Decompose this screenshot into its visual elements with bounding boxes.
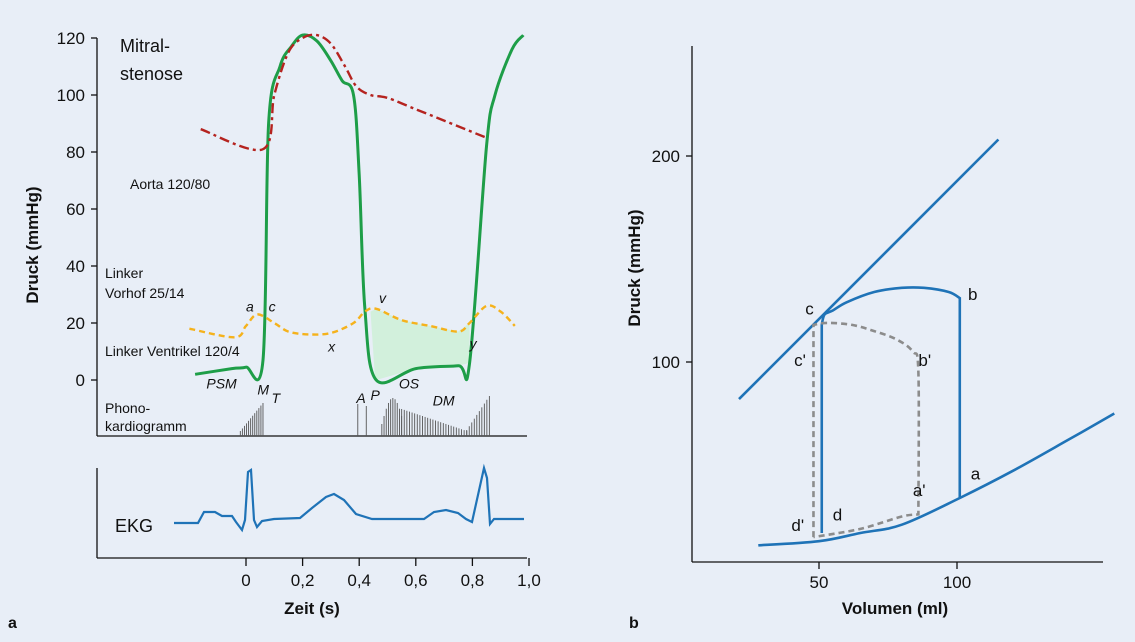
pressure-gradient-area xyxy=(370,308,470,380)
panel-a-axes: 0 20 40 60 80 100 120 0 0,2 0,4 0,6 0,8 1,0 Zeit (s) D… xyxy=(23,29,541,618)
wave-label: x xyxy=(327,339,336,355)
series-aorta xyxy=(200,33,487,152)
series-atrium xyxy=(189,304,516,339)
point-label: d' xyxy=(791,516,804,535)
point-label: b xyxy=(968,285,977,304)
panel-label-a: a xyxy=(8,615,17,632)
y-tick-label-a: 20 xyxy=(66,314,85,333)
phono-label-line2: kardiogramm xyxy=(105,418,187,434)
y-tick-label-b: 100 xyxy=(652,353,680,372)
panel-a-series xyxy=(189,33,525,385)
point-label: b' xyxy=(918,351,931,370)
y-axis-label-b: Druck (mmHg) xyxy=(625,209,644,326)
ekg-panel: EKG xyxy=(96,463,527,559)
title-line2: stenose xyxy=(120,64,183,84)
x-axis-label-b: Volumen (ml) xyxy=(842,599,948,618)
wave-label: PSM xyxy=(206,376,237,392)
x-tick-label-a: 0,6 xyxy=(404,571,428,590)
y-tick-label-a: 80 xyxy=(66,143,85,162)
wave-label: T xyxy=(271,390,281,406)
y-tick-label-a: 120 xyxy=(57,29,85,48)
y-tick-label-a: 60 xyxy=(66,200,85,219)
series-edpvr xyxy=(758,412,1115,547)
panel-label-b: b xyxy=(629,615,639,632)
ventricle-label: Linker Ventrikel 120/4 xyxy=(105,343,240,359)
series-espvr xyxy=(738,138,1000,401)
point-label: c' xyxy=(794,351,806,370)
point-label: a' xyxy=(913,481,926,500)
wave-label: P xyxy=(371,387,381,403)
phonocardiogram xyxy=(239,396,490,436)
y-tick-label-b: 200 xyxy=(652,147,680,166)
x-tick-label-a: 0 xyxy=(241,571,250,590)
y-axis-label-a: Druck (mmHg) xyxy=(23,186,42,303)
x-tick-label-b: 100 xyxy=(943,573,971,592)
wave-label: c xyxy=(269,299,276,315)
wave-label: OS xyxy=(399,376,420,392)
atrium-label-line1: Linker xyxy=(105,265,143,281)
panel-b-series xyxy=(738,138,1115,547)
point-label: c xyxy=(805,300,814,319)
x-tick-label-a: 0,8 xyxy=(461,571,485,590)
panel-b-labels: a b c d a' b' c' d' xyxy=(791,285,980,535)
phono-label-line1: Phono- xyxy=(105,400,150,416)
series-ventricle xyxy=(194,33,525,385)
wave-label: A xyxy=(355,390,365,406)
title-line1: Mitral- xyxy=(120,36,170,56)
y-tick-label-a: 0 xyxy=(76,371,85,390)
ekg-label: EKG xyxy=(115,516,153,536)
y-tick-label-a: 40 xyxy=(66,257,85,276)
x-axis-label-a: Zeit (s) xyxy=(284,599,340,618)
wave-label: y xyxy=(469,336,478,352)
series-loop-mitral-stenosis xyxy=(812,321,921,539)
aorta-label: Aorta 120/80 xyxy=(130,176,210,192)
wave-label: a xyxy=(246,299,254,315)
point-label: a xyxy=(971,464,981,483)
series-loop xyxy=(820,286,962,533)
point-label: d xyxy=(833,506,842,525)
wave-label: DM xyxy=(433,393,455,409)
ekg-trace xyxy=(174,463,524,533)
x-tick-label-b: 50 xyxy=(810,573,829,592)
x-tick-label-a: 0,2 xyxy=(291,571,315,590)
panel-a-labels: a c v x y PSM MT A P OS DM xyxy=(206,290,477,409)
x-tick-label-a: 1,0 xyxy=(517,571,541,590)
wave-label: v xyxy=(379,290,387,306)
panel-b-axes: 100 200 50 100 Volumen (ml) Druck (mmHg) xyxy=(625,46,1103,618)
wave-label: M xyxy=(257,381,269,397)
y-tick-label-a: 100 xyxy=(57,86,85,105)
x-tick-label-a: 0,4 xyxy=(347,571,371,590)
atrium-label-line2: Vorhof 25/14 xyxy=(105,285,185,301)
